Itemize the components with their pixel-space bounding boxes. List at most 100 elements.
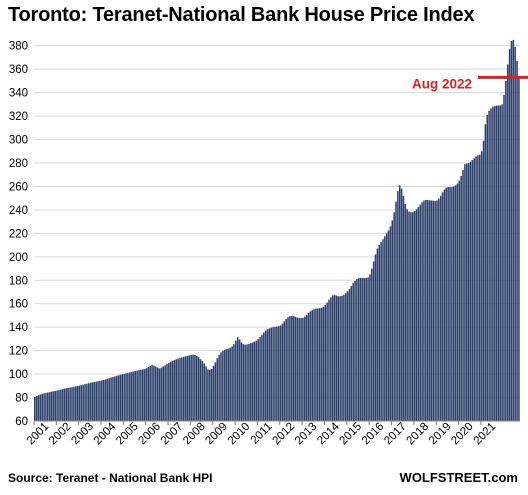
bar xyxy=(339,296,341,421)
bar xyxy=(194,354,196,421)
bar xyxy=(108,378,111,421)
bar xyxy=(371,268,373,421)
bar xyxy=(145,368,148,421)
bar xyxy=(82,384,84,421)
bar xyxy=(307,313,310,421)
bar xyxy=(505,80,507,421)
bar xyxy=(335,295,338,421)
bar xyxy=(67,387,70,421)
y-tick-label: 200 xyxy=(9,252,28,264)
bar xyxy=(359,277,362,421)
bar xyxy=(203,363,205,421)
bar xyxy=(250,343,252,421)
bar xyxy=(58,390,60,421)
bar xyxy=(125,373,127,421)
bar xyxy=(186,355,189,421)
y-tick-label: 320 xyxy=(9,111,28,123)
x-axis xyxy=(33,420,520,425)
bar xyxy=(372,261,375,421)
brand-label: WOLFSTREET.com xyxy=(399,470,518,485)
bar xyxy=(136,370,138,421)
bar xyxy=(410,212,412,421)
bar xyxy=(438,198,440,421)
bar xyxy=(169,361,172,421)
bar xyxy=(235,340,237,421)
bar xyxy=(261,334,263,421)
bar xyxy=(475,156,477,422)
bar xyxy=(210,368,213,421)
bar xyxy=(516,60,518,421)
bar xyxy=(134,371,137,421)
bar xyxy=(156,367,159,421)
bar xyxy=(244,344,246,421)
bar xyxy=(279,325,282,421)
x-tick-label: 2016 xyxy=(360,421,387,448)
bar xyxy=(91,382,94,421)
bar xyxy=(114,376,116,421)
bar xyxy=(423,200,425,421)
bar xyxy=(99,380,101,421)
x-tick-label: 2012 xyxy=(271,421,298,448)
bar xyxy=(119,374,122,421)
y-tick-label: 120 xyxy=(9,346,28,358)
bar xyxy=(497,105,500,421)
bar xyxy=(231,346,233,421)
bar xyxy=(110,377,112,421)
bar xyxy=(104,379,107,421)
bar xyxy=(398,185,401,421)
bar xyxy=(69,387,71,421)
chart-title: Toronto: Teranet-National Bank House Pri… xyxy=(8,4,475,26)
bar xyxy=(385,233,388,421)
bar xyxy=(181,357,183,421)
bar xyxy=(229,347,232,421)
x-tick-label: 2004 xyxy=(92,420,119,447)
bar xyxy=(352,283,354,421)
bar xyxy=(168,362,170,421)
bar xyxy=(466,163,468,421)
bar xyxy=(324,304,327,421)
bar xyxy=(277,326,280,421)
bar xyxy=(346,291,349,421)
bar xyxy=(300,318,302,421)
bar xyxy=(101,380,103,421)
bar xyxy=(153,365,155,421)
bar xyxy=(285,318,287,421)
bar xyxy=(39,394,42,421)
y-tick-label: 340 xyxy=(9,88,28,100)
bar xyxy=(426,199,429,421)
bar xyxy=(182,356,185,421)
y-tick-label: 60 xyxy=(15,416,28,428)
bar xyxy=(304,316,306,421)
y-tick-label: 360 xyxy=(9,64,28,76)
x-tick-label: 2019 xyxy=(427,421,454,448)
bar xyxy=(276,326,278,421)
bar xyxy=(54,390,57,421)
annotation: Aug 2022 xyxy=(412,75,528,91)
x-axis-tick-labels: 2001200220032004200520062007200820092010… xyxy=(25,420,498,447)
bar xyxy=(315,308,317,421)
x-tick-label: 2017 xyxy=(382,421,409,448)
bar xyxy=(290,315,293,421)
bar xyxy=(503,94,505,421)
bar xyxy=(266,329,269,421)
bar xyxy=(121,374,124,421)
bar xyxy=(240,342,243,421)
bar xyxy=(464,164,466,422)
bar xyxy=(222,350,224,421)
bars xyxy=(34,39,520,422)
bar xyxy=(160,367,163,421)
bar xyxy=(434,201,436,421)
x-tick-label: 2018 xyxy=(405,421,432,448)
bar xyxy=(270,327,273,421)
bar xyxy=(350,286,353,421)
bar xyxy=(242,344,245,421)
bar xyxy=(320,307,323,421)
bar xyxy=(162,366,165,421)
bar xyxy=(130,371,133,421)
x-tick-label: 2007 xyxy=(159,421,186,448)
x-tick-label: 2002 xyxy=(47,421,74,448)
bar xyxy=(184,356,187,421)
x-tick-label: 2013 xyxy=(293,421,320,448)
bar xyxy=(212,365,215,421)
x-tick-label: 2003 xyxy=(69,421,96,448)
